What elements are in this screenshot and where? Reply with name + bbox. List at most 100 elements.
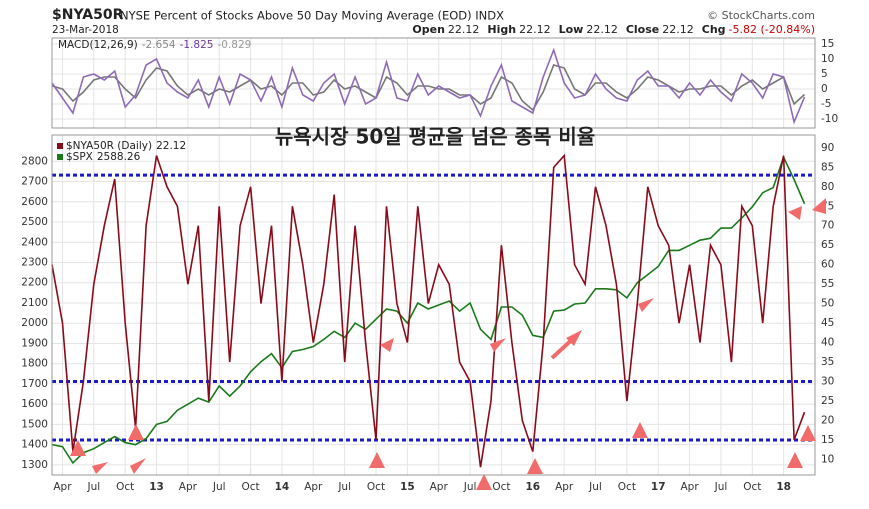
y-tick-label: 2000 bbox=[21, 317, 48, 329]
arrow bbox=[566, 330, 582, 346]
y-tick-label: 0 bbox=[821, 83, 828, 95]
arrow bbox=[638, 298, 654, 312]
y-tick-label: 1300 bbox=[21, 459, 48, 471]
x-tick-label: Apr bbox=[430, 481, 449, 493]
quote-value: 22.12 bbox=[586, 23, 618, 36]
arrow bbox=[788, 206, 802, 220]
y-tick-label: 1600 bbox=[21, 398, 48, 410]
arrow bbox=[787, 452, 803, 468]
y-tick-label: 2700 bbox=[21, 176, 48, 188]
x-tick-label: Apr bbox=[555, 481, 574, 493]
x-tick-label: Jul bbox=[588, 481, 602, 493]
arrow bbox=[369, 452, 385, 468]
x-tick-label: Jul bbox=[86, 481, 100, 493]
arrow bbox=[70, 440, 86, 456]
x-tick-label: Oct bbox=[618, 481, 636, 493]
panel-frame bbox=[51, 134, 816, 476]
arrow bbox=[527, 458, 543, 474]
x-tick-label: Jul bbox=[212, 481, 226, 493]
y-tick-label: 2800 bbox=[21, 155, 48, 167]
x-tick-label: 18 bbox=[776, 481, 791, 493]
x-tick-label: Oct bbox=[242, 481, 260, 493]
x-tick-label: Oct bbox=[492, 481, 510, 493]
x-tick-label: Oct bbox=[367, 481, 385, 493]
x-tick-label: Apr bbox=[680, 481, 699, 493]
arrow bbox=[92, 462, 108, 474]
quote-label: Close bbox=[626, 23, 659, 36]
x-tick-label: 14 bbox=[275, 481, 290, 493]
y-tick-label: 1400 bbox=[21, 439, 48, 451]
quote-value: 22.12 bbox=[662, 23, 694, 36]
y2-tick-label: 85 bbox=[821, 161, 834, 173]
y2-tick-label: 60 bbox=[821, 259, 834, 271]
series-line bbox=[51, 47, 806, 125]
symbol: $NYA50R bbox=[52, 7, 124, 23]
legend-last-value: 2588.26 bbox=[97, 151, 141, 163]
source: © StockCharts.com bbox=[707, 9, 815, 22]
legend-entry: $SPX 2588.26 bbox=[66, 151, 141, 163]
y-tick-label: 15 bbox=[821, 38, 834, 50]
y-tick-label: 1800 bbox=[21, 358, 48, 370]
y-tick-label: 2300 bbox=[21, 257, 48, 269]
y2-tick-label: 15 bbox=[821, 434, 834, 446]
quote-label: Open bbox=[412, 23, 445, 36]
x-tick-label: Jul bbox=[337, 481, 351, 493]
series-line bbox=[51, 155, 806, 465]
x-tick-label: 17 bbox=[651, 481, 666, 493]
y2-tick-label: 20 bbox=[821, 414, 834, 426]
panel-frame bbox=[51, 37, 816, 129]
y-tick-label: 2200 bbox=[21, 277, 48, 289]
x-tick-label: Apr bbox=[179, 481, 198, 493]
legend-last-value: 22.12 bbox=[156, 140, 186, 152]
y2-tick-label: 30 bbox=[821, 376, 834, 388]
legend-name: $SPX bbox=[66, 151, 93, 163]
description: NYSE Percent of Stocks Above 50 Day Movi… bbox=[120, 9, 504, 23]
macd-legend-value: -2.654 bbox=[142, 39, 176, 51]
y-tick-label: -5 bbox=[821, 98, 831, 110]
legend-swatch bbox=[57, 143, 63, 149]
y-tick-label: -10 bbox=[821, 113, 838, 125]
date: 23-Mar-2018 bbox=[52, 24, 119, 36]
y-tick-label: 1500 bbox=[21, 418, 48, 430]
arrow-annotations bbox=[70, 198, 826, 490]
quote: Open 22.12 High 22.12 Low 22.12 Close 22.12 Chg -… bbox=[412, 23, 815, 36]
series-line bbox=[51, 153, 806, 468]
x-tick-label: 16 bbox=[525, 481, 540, 493]
quote-value: -5.82 (-20.84%) bbox=[729, 23, 815, 36]
y-tick-label: 2500 bbox=[21, 216, 48, 228]
macd-legend-value: -1.825 bbox=[180, 39, 214, 51]
arrow bbox=[130, 458, 146, 474]
y2-tick-label: 65 bbox=[821, 239, 834, 251]
y2-tick-label: 35 bbox=[821, 356, 834, 368]
macd-legend-label: MACD(12,26,9) bbox=[58, 39, 138, 51]
quote-value: 22.12 bbox=[519, 23, 551, 36]
annotation: 뉴욕시장 50일 평균을 넘은 종목 비율 bbox=[275, 125, 595, 149]
arrow bbox=[812, 198, 826, 214]
x-tick-label: Oct bbox=[116, 481, 134, 493]
x-tick-label: Jul bbox=[714, 481, 728, 493]
y-tick-label: 1700 bbox=[21, 378, 48, 390]
x-tick-label: Apr bbox=[53, 481, 72, 493]
y-tick-label: 10 bbox=[821, 53, 834, 65]
quote-label: Chg bbox=[702, 23, 726, 36]
x-tick-label: 13 bbox=[149, 481, 164, 493]
macd-legend: MACD(12,26,9) -2.654 -1.825 -0.829 bbox=[58, 39, 251, 51]
y2-tick-label: 70 bbox=[821, 220, 834, 232]
arrow bbox=[476, 474, 492, 490]
arrow bbox=[800, 425, 816, 441]
x-tick-label: Oct bbox=[743, 481, 761, 493]
x-tick-label: 15 bbox=[400, 481, 415, 493]
y-tick-label: 2100 bbox=[21, 297, 48, 309]
macd-legend-value: -0.829 bbox=[217, 39, 251, 51]
y2-tick-label: 10 bbox=[821, 453, 834, 465]
y2-tick-label: 50 bbox=[821, 298, 834, 310]
y-tick-label: 2400 bbox=[21, 236, 48, 248]
legend-swatch bbox=[57, 154, 63, 160]
y2-tick-label: 45 bbox=[821, 317, 834, 329]
arrow bbox=[128, 424, 144, 440]
y2-tick-label: 40 bbox=[821, 337, 834, 349]
series-line bbox=[51, 64, 806, 112]
